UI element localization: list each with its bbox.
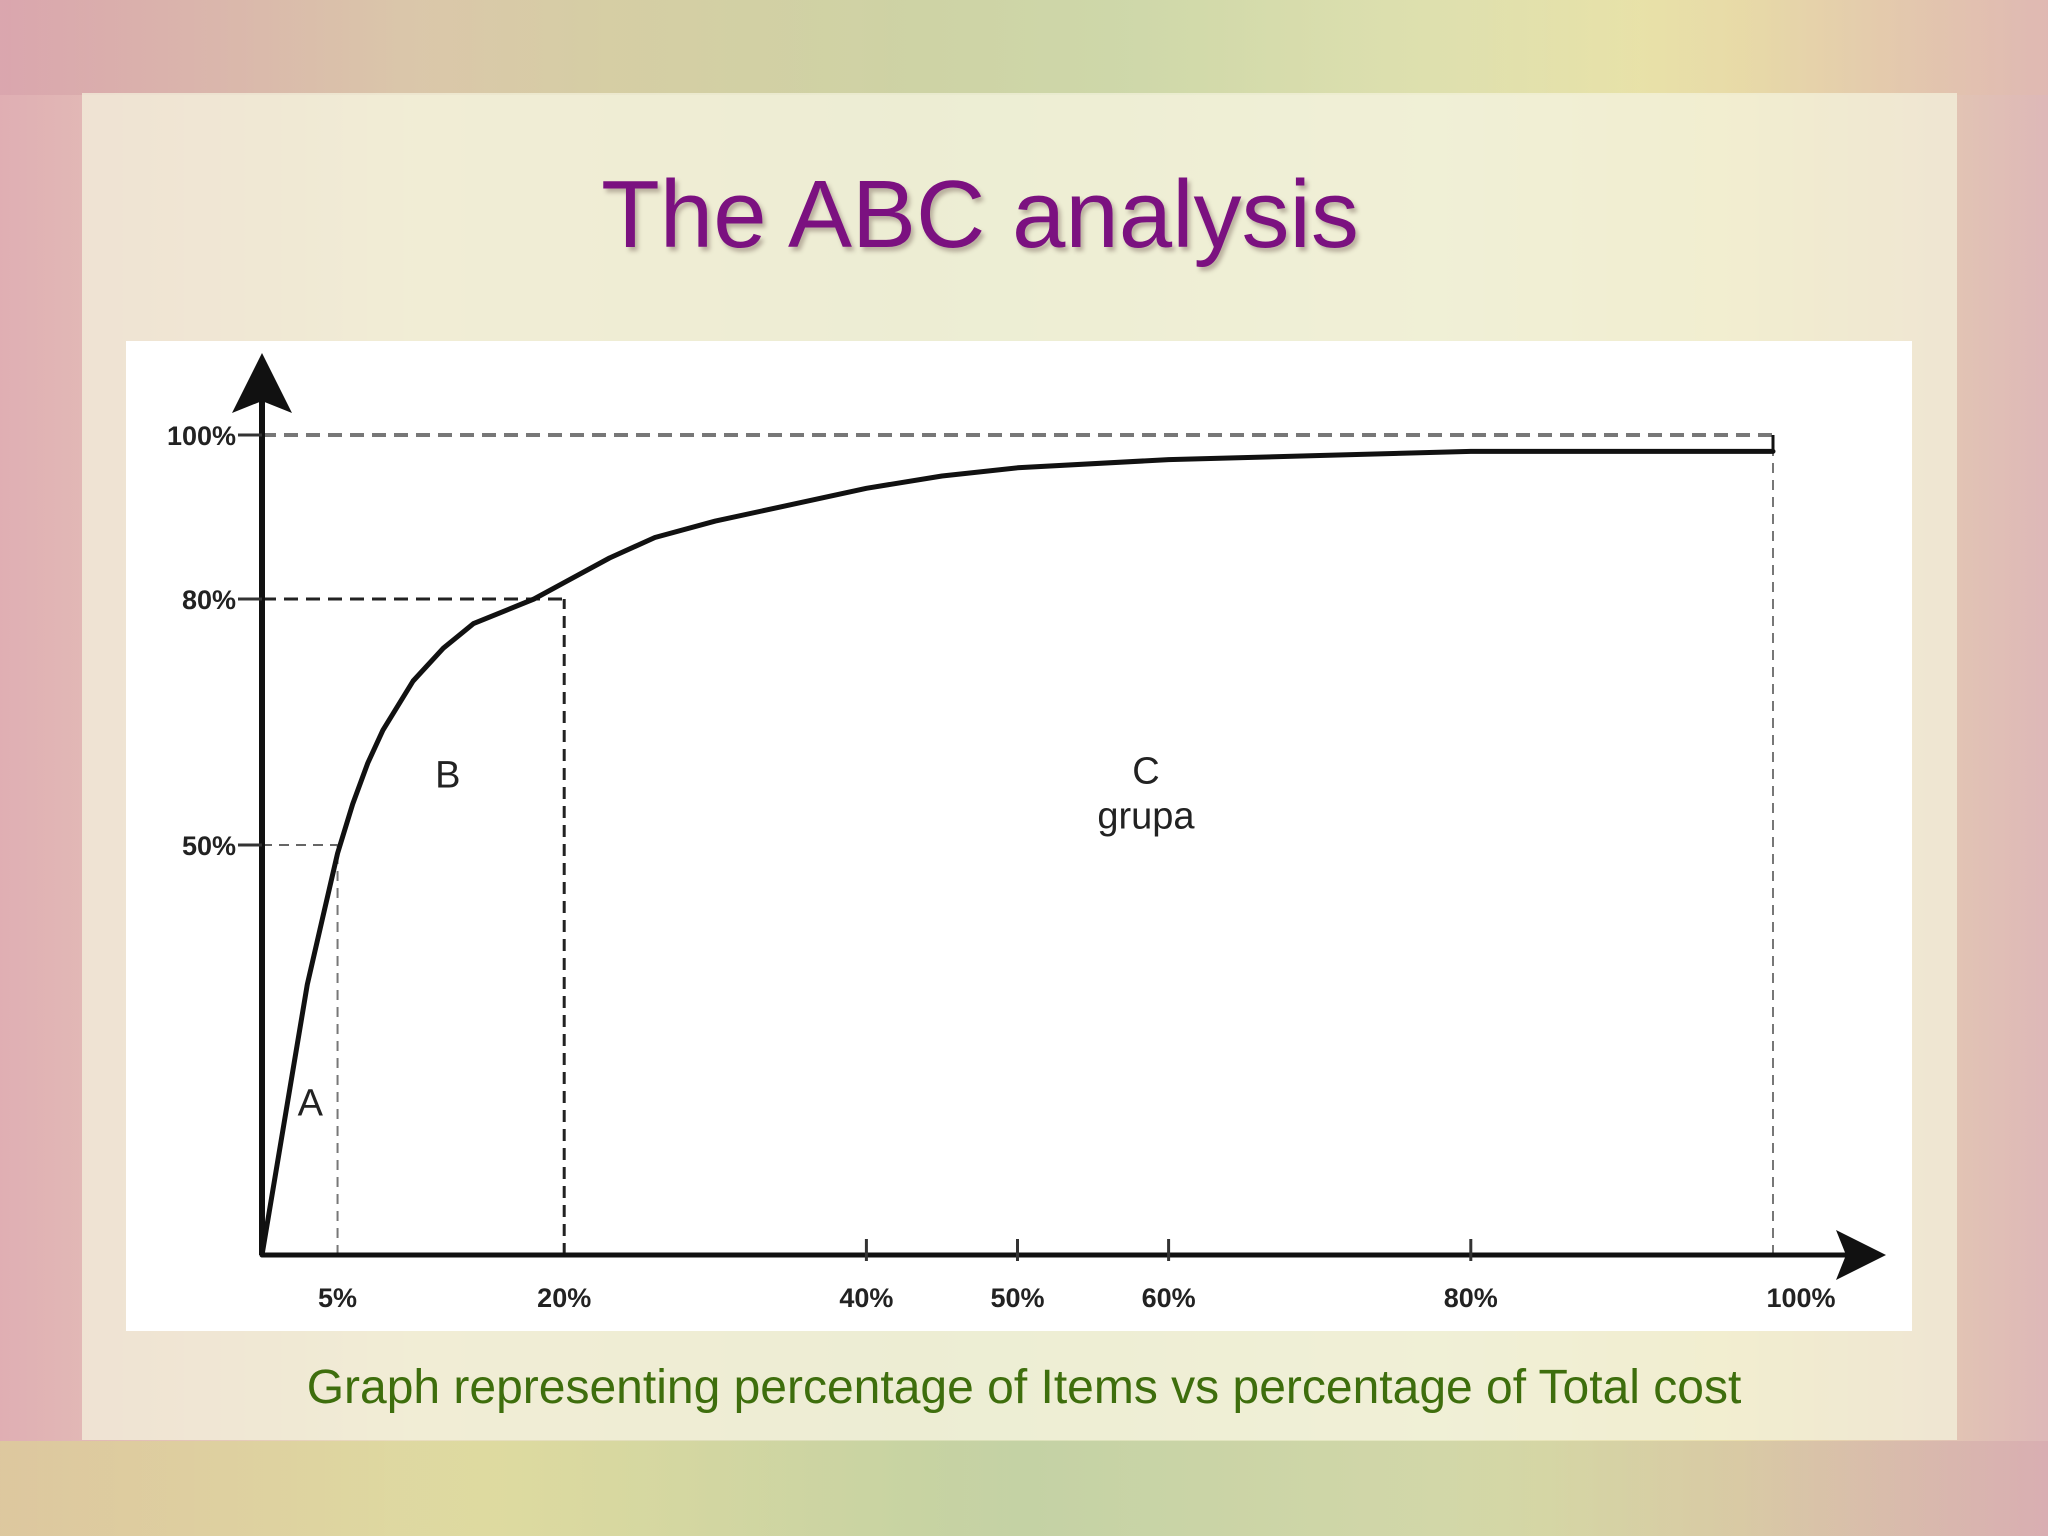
region-label-a: A: [298, 1083, 324, 1125]
background-bottom-band: [0, 1441, 2048, 1536]
x-tick-label: 5%: [318, 1283, 357, 1313]
x-tick-label: 50%: [990, 1283, 1044, 1313]
x-tick-label: 20%: [537, 1283, 591, 1313]
y-tick-label: 100%: [167, 421, 236, 451]
y-tick-label: 50%: [182, 831, 236, 861]
background-top-band: [0, 0, 2048, 95]
region-label-grupa: grupa: [1097, 796, 1195, 838]
x-tick-label: 80%: [1444, 1283, 1498, 1313]
x-tick-label: 40%: [839, 1283, 893, 1313]
reference-lines: [262, 433, 1774, 1255]
series-group: [259, 435, 1776, 1258]
ticks: 5% 20% 40% 50% 60% 80% 100% 50% 80% 100%: [167, 421, 1836, 1313]
series-line-0: [259, 448, 1776, 1258]
axes: [232, 353, 1886, 1280]
x-tick-label: 100%: [1766, 1283, 1835, 1313]
y-tick-label: 80%: [182, 585, 236, 615]
slide-caption: Graph representing percentage of Items v…: [306, 1361, 1742, 1414]
slide-title: The ABC analysis: [601, 161, 1359, 268]
region-label-c: C: [1132, 751, 1159, 793]
x-tick-label: 60%: [1142, 1283, 1196, 1313]
region-label-b: B: [435, 755, 460, 797]
